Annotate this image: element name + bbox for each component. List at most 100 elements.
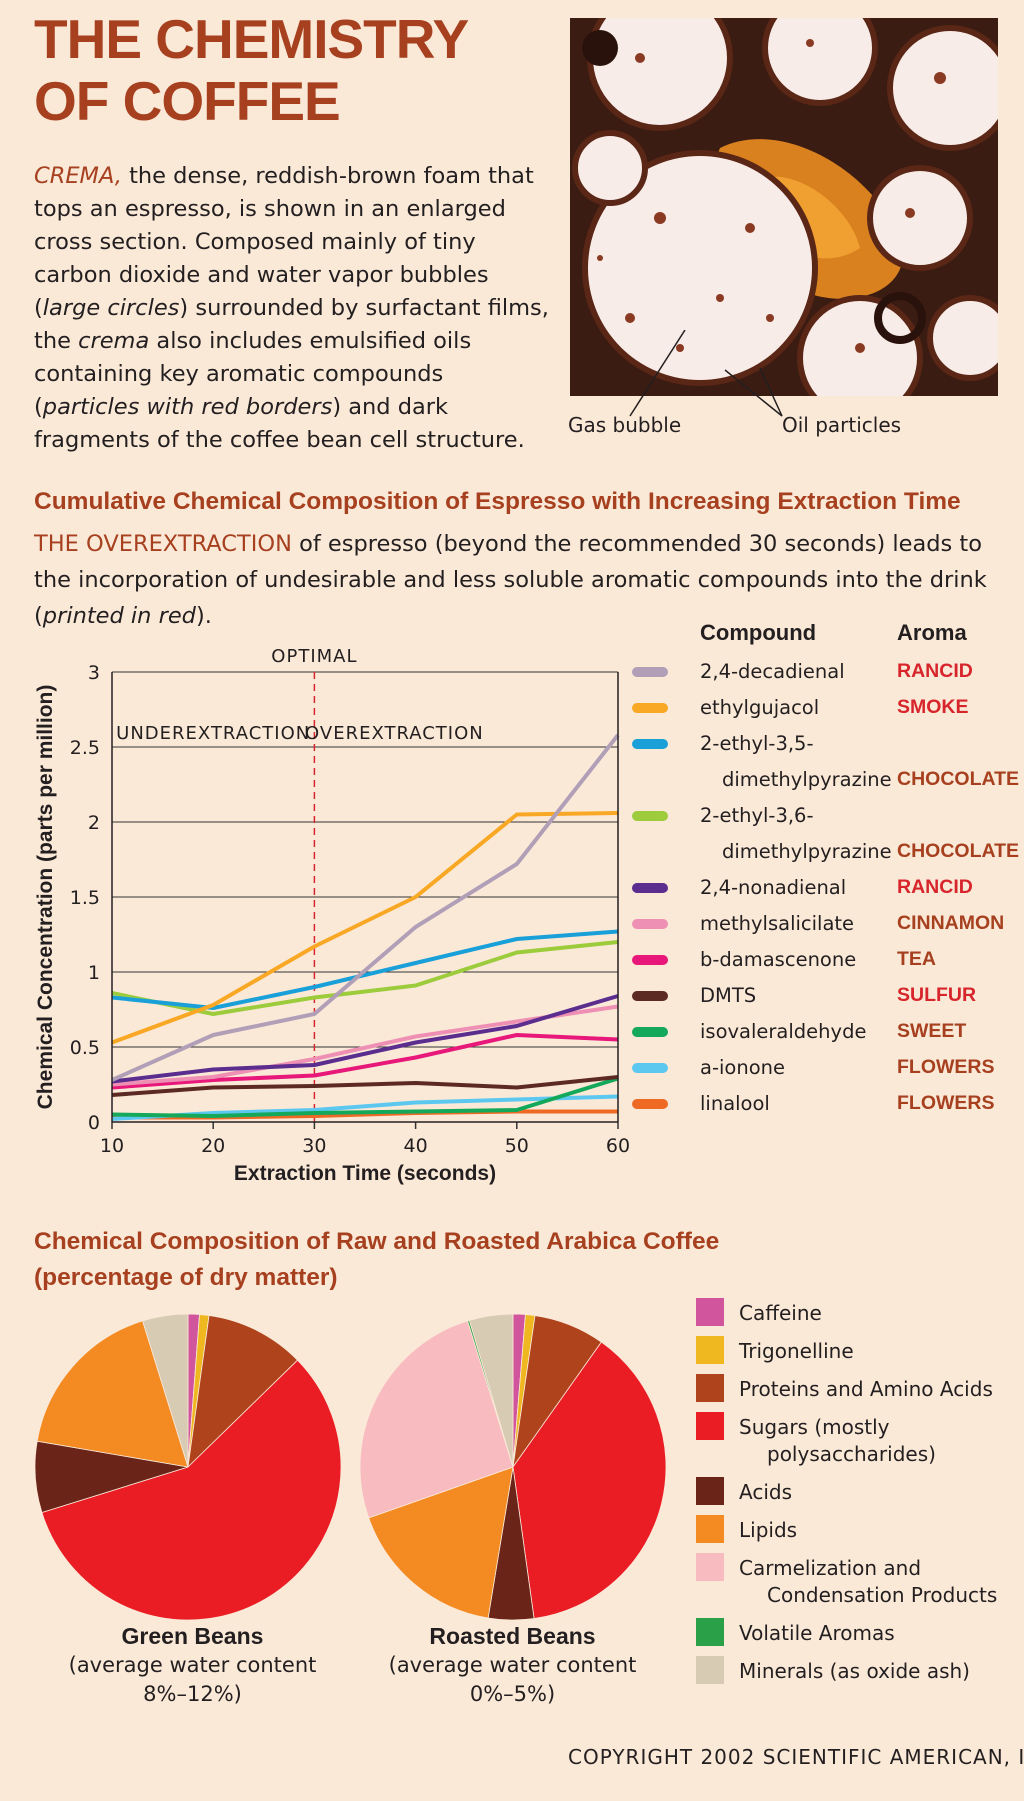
intro-text-4: ) and dark fragments of the coffee bean … [34,394,525,453]
x-tick-label: 10 [100,1135,124,1157]
y-tick-label: 2 [88,812,100,834]
legend-swatch [632,991,668,1001]
roasted-beans-water-content: (average water content [388,1653,637,1677]
x-tick-label: 20 [201,1135,225,1157]
green-beans-pie [34,1313,342,1621]
line-chart-intro-text: of espresso (beyond the recommended 30 s… [34,531,987,629]
legend-swatch [632,955,668,965]
legend-compound-name: 2-ethyl-3,5- [700,732,814,755]
legend-aroma: CINNAMON [897,912,1005,934]
legend-compound-name: b-damascenone [700,948,857,971]
pie-legend-label: Sugars (mostly [739,1415,890,1439]
line-chart-intro: THE OVEREXTRACTION of espresso (beyond t… [34,526,1004,634]
intro-paragraph: CREMA, the dense, reddish-brown foam tha… [34,160,554,457]
legend-swatch [632,1063,668,1073]
intro-italic-3: particles with red borders [42,394,333,420]
legend-compound-name-cont: dimethylpyrazine [722,840,892,863]
legend-swatch [632,667,668,677]
intro-lead: CREMA, [34,163,122,189]
legend-swatch [632,739,668,749]
x-tick-label: 30 [302,1135,326,1157]
x-axis-label: Extraction Time (seconds) [234,1162,496,1185]
roasted-beans-pie [359,1313,667,1621]
y-tick-label: 3 [88,662,100,684]
copyright-notice: COPYRIGHT 2002 SCIENTIFIC AMERICAN, INC. [568,1745,1024,1769]
legend-swatch [632,883,668,893]
series-line-2-ethyl-3-5-dimethylpyrazine [111,929,619,1010]
series-line-2-4-nonadienal [111,994,619,1084]
line-chart-axes: 0 0.5 1 1.5 2 2.5 3 10 20 30 40 50 60 Extraction Time… [34,662,630,1185]
pie-slice-sugars-mostly-polysaccharides- [512,1341,667,1619]
y-tick-label: 1.5 [70,887,100,909]
pie-slice-lipids [368,1466,514,1619]
legend-swatch [632,703,668,713]
pie-legend-swatch [696,1515,724,1543]
green-beans-title: Green Beans [121,1623,264,1649]
pie-legend-label: Volatile Aromas [739,1621,895,1645]
pie-legend-label: Trigonelline [739,1339,854,1363]
y-tick-label: 0.5 [70,1037,100,1059]
legend-swatch [632,1027,668,1037]
pie-legend-swatch [696,1656,724,1684]
line-chart-series [111,733,620,1121]
legend-aroma: FLOWERS [897,1092,995,1114]
pie-slice-carmelization-and-condensation-products [359,1320,514,1519]
legend-swatch [632,919,668,929]
series-line-ethylgujacol [111,811,619,1045]
pie-chart-subheading: (percentage of dry matter) [34,1264,338,1291]
x-tick-label: 60 [606,1135,630,1157]
oil-particles-label: Oil particles [782,413,902,437]
pie-legend-swatch [696,1298,724,1326]
roasted-beans-title: Roasted Beans [429,1623,596,1649]
pie-legend-swatch [696,1618,724,1646]
legend-compound-name: 2,4-decadienal [700,660,845,683]
pie-legend-label: Condensation Products [767,1583,998,1607]
line-chart-intro-lead: THE OVEREXTRACTION [34,531,292,557]
pie-legend-label: Minerals (as oxide ash) [739,1659,970,1683]
legend-compound-name-cont: dimethylpyrazine [722,768,892,791]
pie-slice-proteins-and-amino-acids [187,1315,299,1469]
pie-charts [34,1313,667,1621]
legend-aroma: CHOCOLATE [897,840,1020,862]
page-title: THE CHEMISTRY OF COFFEE [34,8,468,132]
legend-compound-name: methylsalicilate [700,912,855,935]
y-axis-label: Chemical Concentration (parts per millio… [34,685,57,1110]
overextraction-label: OVEREXTRACTION [305,723,484,744]
pie-legend-label: Caffeine [739,1301,822,1325]
pie-slice-minerals-as-oxide-ash- [468,1313,514,1468]
x-tick-label: 50 [505,1135,529,1157]
green-beans-water-range: 8%–12%) [143,1682,242,1706]
line-chart-intro-italic: printed in red [42,603,196,629]
x-tick-label: 40 [404,1135,428,1157]
pie-legend-swatch [696,1477,724,1505]
legend-aroma: TEA [897,948,936,970]
pie-legend-label: Carmelization and [739,1556,922,1580]
legend-aroma: SWEET [897,1020,967,1042]
legend-aroma-header: Aroma [897,620,967,645]
pie-slice-sugars-mostly-polysaccharides- [41,1359,342,1621]
pie-chart-heading: Chemical Composition of Raw and Roasted … [34,1228,720,1255]
legend-swatch [632,1099,668,1109]
legend-aroma: FLOWERS [897,1056,995,1078]
legend-aroma: SMOKE [897,696,969,718]
underextraction-label: UNDEREXTRACTION [116,723,310,744]
optimal-label: OPTIMAL [271,646,357,667]
legend-compound-name: ethylgujacol [700,696,820,719]
intro-text-2: ) surrounded by surfactant films, the [34,295,549,354]
legend-compound-header: Compound [700,620,817,645]
pie-slice-minerals-as-oxide-ash- [142,1313,189,1468]
intro-italic-2: crema [78,328,150,354]
y-tick-label: 0 [88,1112,100,1134]
pie-legend-label: Acids [739,1480,792,1504]
line-chart-heading: Cumulative Chemical Composition of Espre… [34,488,961,515]
pie-legend-label: Proteins and Amino Acids [739,1377,993,1401]
pie-slice-lipids [36,1320,189,1468]
gas-bubble-label: Gas bubble [568,413,682,437]
legend-aroma: RANCID [897,660,973,682]
line-chart-intro-tail: ). [195,603,212,629]
legend-aroma: RANCID [897,876,973,898]
crema-photo [570,18,998,396]
roasted-beans-caption: Roasted Beans (average water content 0%–… [370,1622,655,1709]
